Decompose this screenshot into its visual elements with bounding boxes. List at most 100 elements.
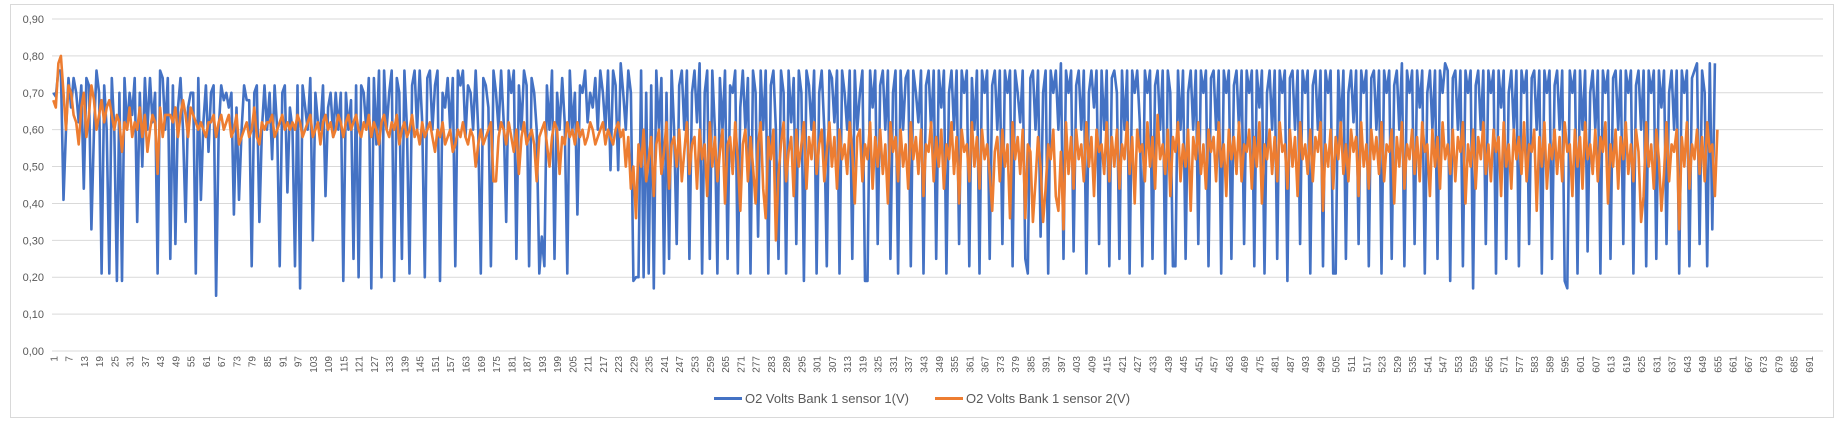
y-tick-label: 0,20 (23, 272, 44, 284)
x-tick-label: 397 (1057, 356, 1068, 373)
x-tick-label: 349 (935, 356, 946, 373)
x-tick-label: 325 (874, 356, 885, 373)
x-tick-label: 379 (1011, 356, 1022, 373)
chart-frame (10, 4, 1834, 418)
x-tick-label: 337 (904, 356, 915, 373)
x-tick-label: 457 (1210, 356, 1221, 373)
x-tick-label: 505 (1332, 356, 1343, 373)
x-tick-label: 61 (202, 356, 213, 368)
x-tick-label: 367 (981, 356, 992, 373)
x-tick-label: 373 (996, 356, 1007, 373)
x-tick-label: 307 (828, 356, 839, 373)
x-tick-label: 301 (813, 356, 824, 373)
x-tick-label: 409 (1087, 356, 1098, 373)
series-line-sensor-1 (52, 61, 1717, 298)
x-tick-label: 427 (1133, 356, 1144, 373)
y-tick-label: 0,10 (23, 309, 44, 321)
x-tick-label: 541 (1423, 356, 1434, 373)
x-tick-label: 97 (294, 356, 305, 368)
x-tick-label: 607 (1591, 356, 1602, 373)
x-tick-label: 475 (1255, 356, 1266, 373)
x-tick-label: 13 (80, 356, 91, 368)
x-tick-label: 439 (1164, 356, 1175, 373)
x-tick-label: 37 (141, 356, 152, 368)
y-tick-label: 0,30 (23, 235, 44, 247)
x-tick-label: 685 (1790, 356, 1801, 373)
x-tick-label: 67 (217, 356, 228, 368)
x-tick-label: 565 (1484, 356, 1495, 373)
legend-item-sensor-2[interactable]: O2 Volts Bank 1 sensor 2(V) (935, 391, 1130, 406)
y-tick-label: 0,40 (23, 198, 44, 210)
x-tick-label: 313 (843, 356, 854, 373)
x-tick-label: 601 (1576, 356, 1587, 373)
x-tick-label: 673 (1759, 356, 1770, 373)
x-tick-label: 205 (568, 356, 579, 373)
x-tick-label: 355 (950, 356, 961, 373)
x-tick-label: 271 (736, 356, 747, 373)
x-tick-label: 73 (232, 356, 243, 368)
x-tick-label: 85 (263, 356, 274, 368)
x-tick-label: 529 (1393, 356, 1404, 373)
x-tick-label: 445 (1179, 356, 1190, 373)
x-tick-label: 199 (553, 356, 564, 373)
x-tick-label: 1 (49, 356, 60, 362)
x-tick-label: 109 (324, 356, 335, 373)
x-tick-label: 49 (171, 356, 182, 368)
x-tick-label: 91 (278, 356, 289, 368)
x-tick-label: 343 (920, 356, 931, 373)
x-tick-label: 295 (797, 356, 808, 373)
x-tick-label: 151 (431, 356, 442, 373)
x-tick-label: 463 (1225, 356, 1236, 373)
x-tick-label: 217 (599, 356, 610, 373)
y-tick-label: 0,70 (23, 88, 44, 100)
x-tick-label: 403 (1072, 356, 1083, 373)
y-tick-label: 0,80 (23, 51, 44, 63)
x-tick-label: 643 (1683, 356, 1694, 373)
x-tick-label: 583 (1530, 356, 1541, 373)
x-tick-label: 331 (889, 356, 900, 373)
y-tick-label: 0,50 (23, 162, 44, 174)
x-tick-label: 103 (309, 356, 320, 373)
x-tick-label: 25 (110, 356, 121, 368)
legend-label-sensor-1: O2 Volts Bank 1 sensor 1(V) (744, 391, 909, 406)
x-tick-label: 421 (1118, 356, 1129, 373)
x-tick-label: 589 (1545, 356, 1556, 373)
x-tick-label: 493 (1301, 356, 1312, 373)
legend-item-sensor-1[interactable]: O2 Volts Bank 1 sensor 1(V) (713, 391, 909, 406)
legend-label-sensor-2: O2 Volts Bank 1 sensor 2(V) (966, 391, 1131, 406)
x-tick-label: 79 (248, 356, 259, 368)
x-tick-label: 115 (339, 356, 350, 372)
x-tick-label: 223 (614, 356, 625, 373)
x-tick-label: 139 (400, 356, 411, 373)
x-tick-label: 193 (538, 356, 549, 373)
x-tick-label: 283 (767, 356, 778, 373)
x-tick-label: 469 (1240, 356, 1251, 373)
x-tick-label: 157 (446, 356, 457, 373)
legend-swatch-sensor-2 (935, 397, 963, 400)
x-tick-label: 361 (965, 356, 976, 373)
x-tick-label: 571 (1500, 356, 1511, 373)
x-tick-label: 253 (690, 356, 701, 373)
x-tick-label: 163 (461, 356, 472, 373)
x-tick-label: 259 (706, 356, 717, 373)
x-tick-label: 121 (355, 356, 366, 373)
x-tick-label: 19 (95, 356, 106, 368)
x-tick-label: 613 (1607, 356, 1618, 373)
x-tick-label: 247 (675, 356, 686, 373)
x-tick-label: 619 (1622, 356, 1633, 373)
x-tick-label: 133 (385, 356, 396, 373)
x-tick-label: 451 (1194, 356, 1205, 373)
x-tick-label: 553 (1454, 356, 1465, 373)
legend-swatch-sensor-1 (713, 397, 742, 400)
x-tick-label: 181 (507, 356, 518, 373)
x-tick-label: 43 (156, 356, 167, 368)
x-tick-label: 385 (1026, 356, 1037, 373)
x-tick-label: 433 (1149, 356, 1160, 373)
x-tick-label: 577 (1515, 356, 1526, 373)
x-tick-label: 187 (523, 356, 534, 373)
x-tick-label: 523 (1378, 356, 1389, 373)
x-tick-label: 229 (629, 356, 640, 373)
x-tick-label: 517 (1362, 356, 1373, 373)
x-tick-label: 667 (1744, 356, 1755, 373)
